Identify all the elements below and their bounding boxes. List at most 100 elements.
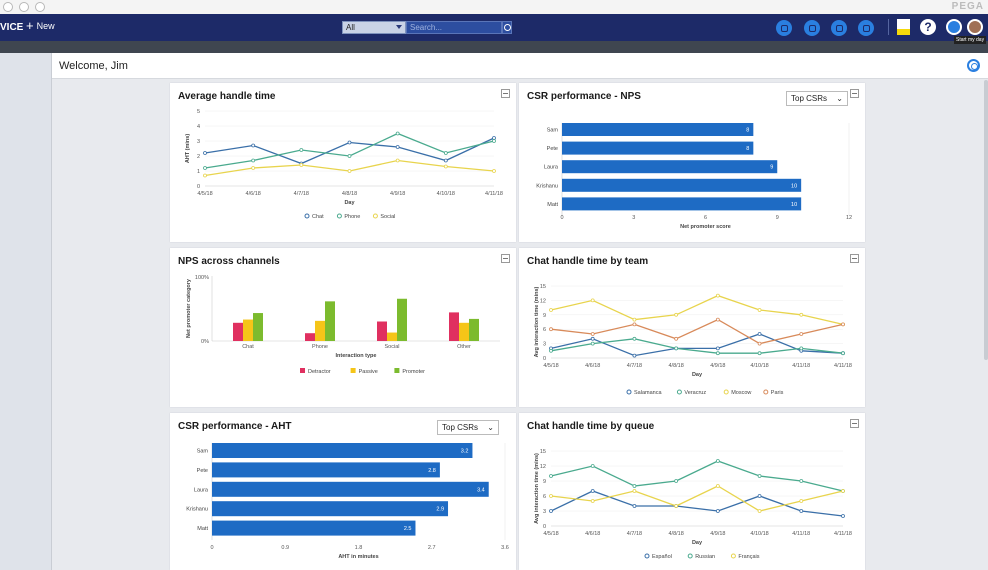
team-line-chart: 0 3 6 9 12 15 4/5/18 4/6/18 4/7/18 4/8/18 4/9/18 4/… <box>534 284 852 396</box>
bar <box>325 301 335 341</box>
y-category-label: Laura <box>194 487 209 493</box>
search-icon[interactable] <box>502 21 512 34</box>
minimize-panel-icon[interactable] <box>501 254 510 263</box>
welcome-text: Welcome, Jim <box>59 60 128 72</box>
x-axis-label: AHT in minutes <box>338 554 378 560</box>
bar <box>469 318 479 341</box>
bar <box>315 320 325 341</box>
bar <box>212 501 449 517</box>
top-csrs-select[interactable]: Top CSRs ⌄ <box>437 420 499 435</box>
minimize-window-button[interactable] <box>19 2 29 12</box>
y-category-label: Laura <box>544 165 559 171</box>
search-input[interactable]: Search... <box>406 21 502 34</box>
legend-marker <box>350 368 356 373</box>
y-tick-label: 0% <box>201 339 209 345</box>
y-tick-label: 12 <box>540 464 546 470</box>
bar <box>212 520 416 536</box>
data-point <box>347 140 352 145</box>
legend-marker <box>336 213 342 219</box>
data-point <box>251 143 256 148</box>
series-line <box>550 490 844 517</box>
y-axis-label: Net promoter category <box>186 278 192 338</box>
legend-marker <box>723 389 729 395</box>
chat-icon[interactable] <box>804 20 820 36</box>
data-point <box>203 173 207 178</box>
data-point <box>395 131 400 136</box>
data-point <box>549 348 553 353</box>
settings-gear-icon[interactable] <box>967 59 980 72</box>
search-scope-select[interactable]: All <box>342 21 406 34</box>
plus-icon: + <box>26 18 34 33</box>
phone-icon[interactable] <box>858 20 874 36</box>
globe-icon[interactable] <box>776 20 792 36</box>
data-point <box>299 148 304 152</box>
y-tick-label: 9 <box>543 313 546 319</box>
new-button[interactable]: + New <box>26 18 55 33</box>
data-point <box>590 499 595 503</box>
bar <box>387 332 397 341</box>
data-point <box>757 351 762 356</box>
legend-marker <box>676 389 682 395</box>
data-point <box>443 164 448 169</box>
nps-bar-chart: 0 3 6 9 12 Net promoter score Sam 8 Pete 8 Laura 9 K… <box>536 123 852 230</box>
select-value: Top CSRs <box>442 423 479 432</box>
x-tick-label: 0 <box>210 545 213 551</box>
maximize-window-button[interactable] <box>35 2 45 12</box>
x-tick-label: 4/5/18 <box>197 191 212 197</box>
data-point <box>203 151 207 155</box>
legend-marker <box>626 389 632 395</box>
bar <box>562 197 802 211</box>
data-point <box>549 308 553 312</box>
data-point <box>757 308 762 312</box>
y-category-label: Matt <box>197 526 208 532</box>
legend-label: Phone <box>344 214 360 220</box>
data-point <box>492 139 496 143</box>
legend-label: Paris <box>771 390 784 396</box>
legend-label: Français <box>738 554 759 560</box>
aht-line-chart: 0 1 2 3 4 5 4/5/18 4/6/18 4/7/18 4/8/18 4/9/18 4/10… <box>185 109 503 220</box>
minimize-panel-icon[interactable] <box>850 89 859 98</box>
data-point <box>632 484 637 488</box>
x-axis-label: Interaction type <box>336 353 377 359</box>
chevron-down-icon: ⌄ <box>487 423 494 432</box>
note-icon[interactable] <box>897 19 910 35</box>
data-point <box>632 322 637 327</box>
minimize-panel-icon[interactable] <box>850 254 859 263</box>
legend-label: Russian <box>695 554 715 560</box>
bar <box>243 319 253 341</box>
data-point <box>549 509 553 513</box>
data-point <box>443 151 448 155</box>
series-line <box>550 460 844 492</box>
minimize-panel-icon[interactable] <box>501 89 510 98</box>
data-point <box>549 327 553 332</box>
app-name: VICE <box>0 22 24 33</box>
minimize-panel-icon[interactable] <box>850 419 859 428</box>
bar <box>449 312 459 341</box>
avatar[interactable] <box>967 19 983 35</box>
y-axis-label: Avg interaction time (mins) <box>534 453 540 524</box>
bar <box>212 481 489 497</box>
data-point <box>632 336 637 341</box>
data-point <box>395 145 400 149</box>
y-tick-label: 3 <box>543 342 546 348</box>
x-tick-label: 4/8/18 <box>668 363 683 369</box>
close-window-button[interactable] <box>3 2 13 12</box>
help-icon[interactable]: ? <box>920 19 936 35</box>
left-sidebar <box>0 53 52 570</box>
top-csrs-select[interactable]: Top CSRs ⌄ <box>786 91 848 106</box>
data-point <box>757 332 762 336</box>
data-point <box>492 136 496 140</box>
bar <box>397 298 407 341</box>
data-point <box>799 479 804 483</box>
gear-icon[interactable] <box>946 19 962 35</box>
y-category-label: Krishanu <box>186 507 208 513</box>
data-point <box>590 336 595 341</box>
y-tick-label: 0 <box>543 524 546 530</box>
y-category-label: Sam <box>547 128 559 134</box>
legend-label: Veracruz <box>684 390 706 396</box>
message-icon[interactable] <box>831 20 847 36</box>
panel-chat-handle-time-by-team: Chat handle time by team 0 3 6 9 12 15 4/5/18 4… <box>519 248 865 407</box>
x-tick-label: 9 <box>776 215 779 221</box>
page-scrollbar[interactable] <box>984 80 988 360</box>
panel-title: CSR performance - AHT <box>178 421 292 432</box>
